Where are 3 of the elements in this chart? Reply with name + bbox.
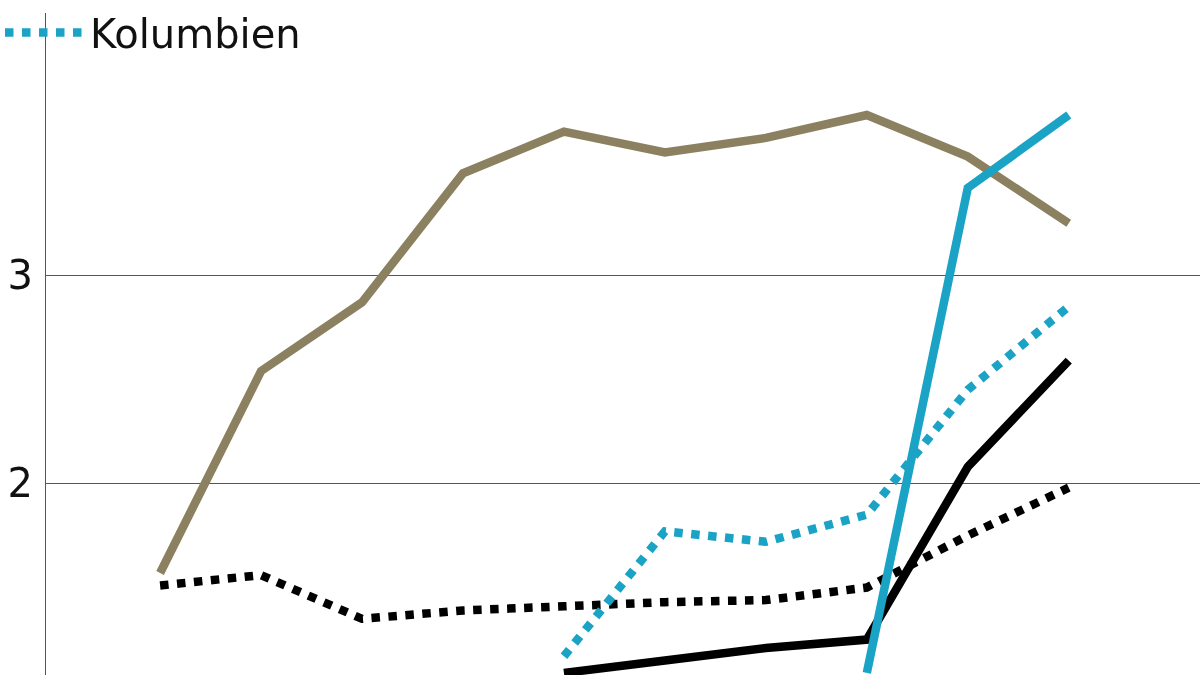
y-tick-label: 3 xyxy=(7,252,33,299)
y-tick-label: 2 xyxy=(7,460,33,507)
legend-label: Kolumbien xyxy=(90,11,301,58)
